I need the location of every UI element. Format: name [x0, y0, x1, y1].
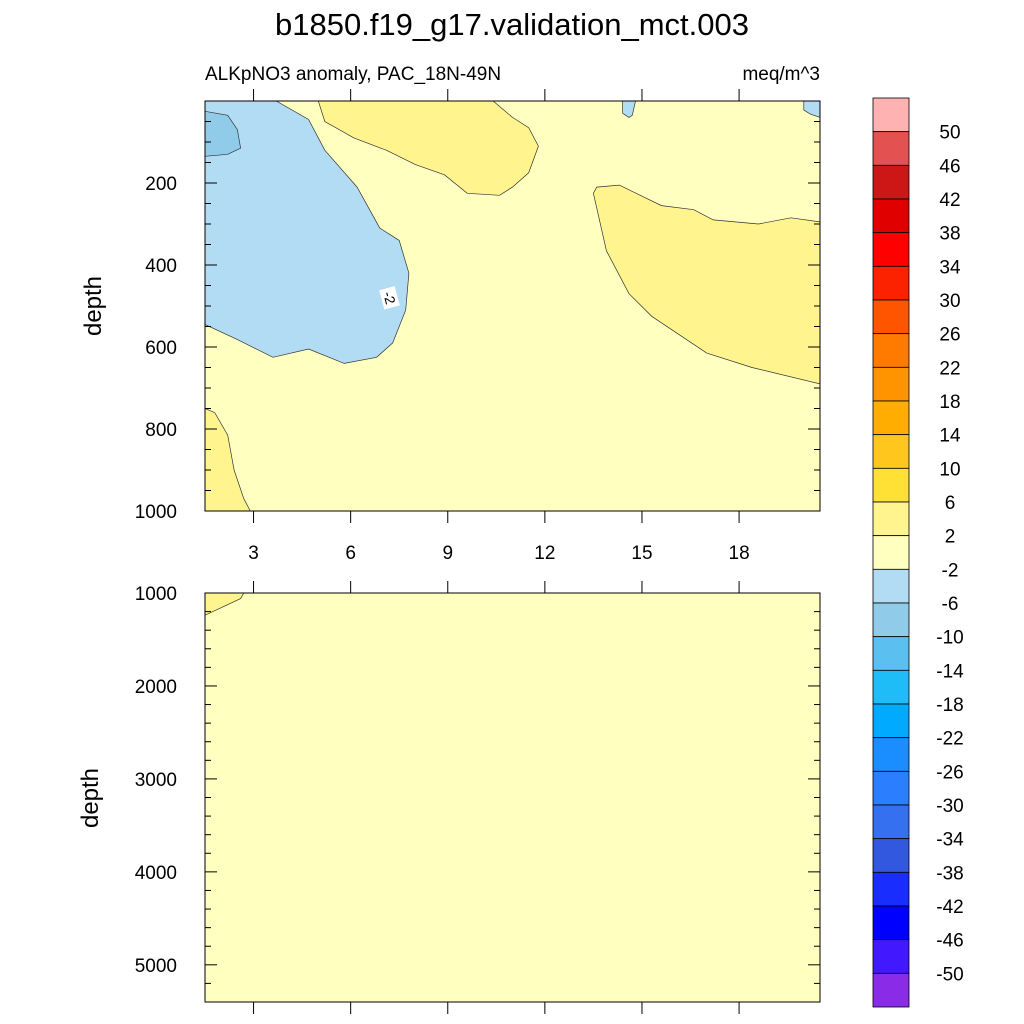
lower-y-tick-label: 3000 [135, 770, 177, 791]
colorbar-swatch [872, 164, 910, 200]
upper-x-tick-label: 3 [248, 543, 259, 564]
colorbar-label: 34 [939, 257, 961, 278]
colorbar-swatch [872, 400, 910, 436]
colorbar-swatch [872, 232, 910, 267]
colorbar-label: -22 [936, 729, 963, 750]
colorbar-swatch [872, 703, 910, 739]
upper-plot-area: -2 [205, 101, 820, 511]
colorbar-label: 14 [939, 426, 961, 447]
colorbar-label: -26 [936, 762, 963, 783]
upper-x-tick-label: 15 [631, 543, 652, 564]
lower-background-fill [205, 593, 820, 1002]
upper-y-tick-label: 200 [145, 174, 177, 195]
colorbar-swatch [872, 838, 910, 873]
colorbar-swatch [872, 535, 910, 570]
colorbar-label: -38 [936, 863, 963, 884]
colorbar-label: 26 [939, 325, 960, 346]
lower-y-tick-label: 2000 [135, 677, 177, 698]
lower-plot-area [205, 593, 820, 1002]
colorbar-swatch [872, 905, 910, 941]
units-label: meq/m^3 [742, 64, 820, 85]
colorbar-swatch [872, 939, 910, 974]
colorbar-label: -6 [942, 594, 959, 615]
upper-contour-region-5 [593, 184, 820, 385]
upper-contour-label-0: -2 [379, 286, 400, 310]
upper-x-tick-label: 9 [442, 543, 453, 564]
upper-x-tick-label: 18 [729, 543, 750, 564]
chart-title: b1850.f19_g17.validation_mct.003 [275, 7, 749, 42]
colorbar-label: 10 [939, 459, 960, 480]
colorbar-label: -42 [936, 897, 963, 918]
upper-x-tick-label: 6 [345, 543, 356, 564]
upper-x-tick-label: 12 [534, 543, 555, 564]
colorbar-swatch [872, 467, 910, 503]
upper-contour-region-3 [803, 101, 820, 118]
colorbar-swatch [872, 972, 910, 1008]
colorbar-label: -2 [942, 560, 959, 581]
upper-y-tick-label: 1000 [135, 502, 177, 523]
colorbar-swatch [872, 131, 910, 166]
variable-label: ALKpNO3 anomaly, PAC_18N-49N [205, 64, 501, 85]
colorbar-label: 46 [939, 156, 960, 177]
colorbar-swatch [872, 501, 910, 537]
upper-contour-region-1 [205, 110, 241, 157]
lower-y-tick-label: 1000 [135, 584, 177, 605]
upper-contour-region-4 [317, 101, 539, 196]
colorbar-label: 6 [945, 493, 956, 514]
colorbar-swatch [872, 198, 910, 234]
colorbar-swatch [872, 366, 910, 402]
upper-y-tick-label: 600 [145, 338, 177, 359]
upper-y-axis-label: depth [80, 276, 107, 336]
colorbar-label: 2 [945, 527, 956, 548]
upper-y-tick-label: 400 [145, 256, 177, 277]
colorbar-swatch [872, 333, 910, 368]
colorbar-swatch [872, 737, 910, 772]
colorbar-label: 22 [939, 358, 960, 379]
colorbar-label: -14 [936, 661, 964, 682]
lower-contour-region-0 [205, 593, 245, 616]
colorbar-label: -46 [936, 931, 963, 952]
colorbar-swatch [872, 299, 910, 335]
colorbar-label: 42 [939, 190, 960, 211]
colorbar: 50 46 42 38 34 30 26 22 18 14 10 6 2 -2 -6 -10 -14 -18 -22… [872, 97, 964, 1008]
colorbar-swatch [872, 804, 910, 840]
colorbar-label: 38 [939, 224, 960, 245]
colorbar-swatch [872, 434, 910, 469]
lower-y-tick-label: 5000 [135, 956, 177, 977]
colorbar-swatch [872, 871, 910, 907]
colorbar-label: -10 [936, 628, 963, 649]
lower-panel: 1000 2000 3000 4000 5000 [135, 581, 821, 1014]
lower-y-tick-label: 4000 [135, 863, 177, 884]
upper-panel: -2 200 400 600 800 1000 3 6 9 12 15 18 [135, 89, 821, 564]
colorbar-label: 50 [939, 123, 960, 144]
colorbar-label: -30 [936, 796, 963, 817]
upper-y-tick-label: 800 [145, 420, 177, 441]
colorbar-label: -18 [936, 695, 963, 716]
upper-contour-region-2 [622, 101, 636, 118]
svg-text:-2: -2 [380, 290, 399, 306]
colorbar-label: -50 [936, 964, 963, 985]
colorbar-label: 18 [939, 392, 960, 413]
colorbar-label: -34 [936, 830, 964, 851]
colorbar-swatch [872, 265, 910, 301]
colorbar-label: 30 [939, 291, 960, 312]
colorbar-swatch [872, 636, 910, 671]
colorbar-swatch [872, 770, 910, 806]
colorbar-swatch [872, 97, 910, 133]
upper-contour-region-6 [205, 408, 251, 511]
colorbar-swatch [872, 669, 910, 705]
colorbar-swatch [872, 568, 910, 604]
upper-contour-region-0 [205, 101, 410, 364]
lower-y-axis-label: depth [77, 768, 104, 828]
colorbar-swatch [872, 602, 910, 638]
